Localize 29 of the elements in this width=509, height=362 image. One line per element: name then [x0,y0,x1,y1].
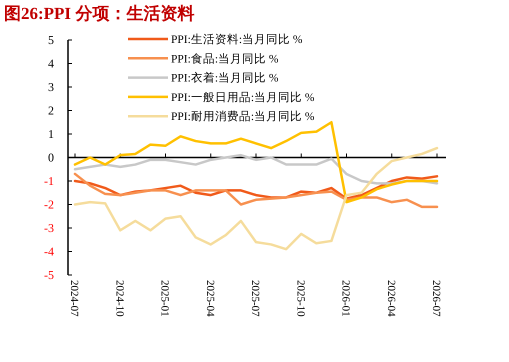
x-tick-label: 2026-01 [340,280,352,317]
y-tick-label: 2 [48,104,54,118]
y-tick-label: 1 [48,127,54,141]
legend-label: PPI:衣着:当月同比 % [171,70,279,85]
x-tick-label: 2026-04 [384,280,397,318]
x-tick-label: 2025-04 [204,280,216,318]
x-tick-label: 2024-07 [68,280,80,318]
line-series [74,172,438,208]
y-tick-label: 4 [48,56,54,70]
legend-label: PPI:耐用消费品:当月同比 % [171,110,315,124]
line-series [74,121,438,204]
y-tick-label: 0 [48,150,54,164]
x-tick-label: 2025-10 [294,280,306,318]
x-tick-label: 2025-01 [158,280,170,317]
x-tick-label: 2024-10 [113,280,126,318]
chart-title: 图26:PPI 分项：生活资料 [4,4,194,23]
y-tick-label: -5 [44,268,54,282]
line-series [74,146,438,250]
y-tick-label: 5 [48,33,54,47]
legend-label: PPI:生活资料:当月同比 % [171,33,303,46]
y-tick-label: -3 [44,221,54,235]
y-tick-label: 3 [48,80,54,94]
legend-label: PPI:一般日用品:当月同比 % [171,90,315,104]
legend-label: PPI:食品:当月同比 % [171,52,279,66]
y-tick-label: -4 [44,244,54,258]
y-tick-label: -1 [44,174,54,188]
y-tick-label: -2 [44,198,54,212]
x-tick-label: 2025-07 [249,280,261,318]
x-tick-label: 2026-07 [430,280,442,318]
